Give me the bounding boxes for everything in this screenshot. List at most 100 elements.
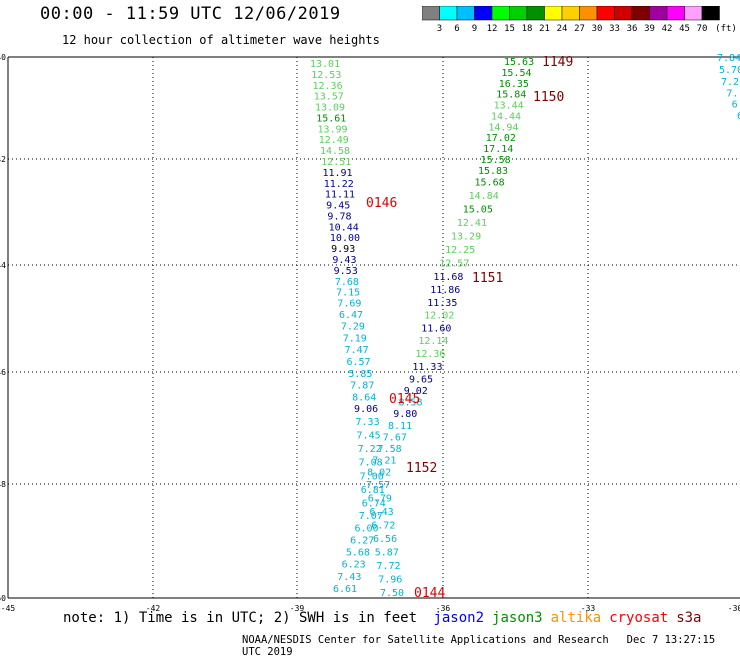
wave-height-value: 17.14: [483, 144, 513, 155]
satellite-legend-item: s3a: [676, 610, 702, 626]
longitude-label: -33: [581, 604, 596, 613]
wave-height-value: 5.85: [348, 369, 372, 380]
color-scale-label: 18: [522, 24, 533, 34]
wave-height-value: 15.58: [481, 155, 511, 166]
wave-height-value: 7.47: [345, 345, 369, 356]
legend-note: note: 1) Time is in UTC; 2) SWH is in fe…: [63, 610, 418, 626]
wave-height-value: 6.43: [370, 507, 394, 518]
color-scale-label: 70: [697, 24, 708, 34]
wave-height-value: 7.00: [360, 471, 384, 482]
wave-height-value: 9.93: [331, 244, 355, 255]
wave-height-value: 12.14: [418, 336, 448, 347]
wave-height-value: 9.65: [409, 374, 433, 385]
wave-height-value: 11.11: [325, 190, 355, 201]
color-scale-unit: (ft): [715, 24, 737, 34]
credit-org: NOAA/NESDIS Center for Satellite Applica…: [242, 634, 609, 646]
wave-height-value: 7.22: [358, 444, 382, 455]
wave-height-value: 9.78: [327, 211, 351, 222]
wave-height-value: 15.83: [478, 166, 508, 177]
wave-height-value: 12.36: [415, 349, 445, 360]
wave-height-value: 15.61: [316, 113, 346, 124]
wave-height-value: 11.68: [433, 272, 463, 283]
wave-height-value: 12.02: [424, 311, 454, 322]
wave-height-value: 12.41: [457, 218, 487, 229]
wave-height-value: 7.84: [717, 53, 740, 64]
wave-height-value: 6.47: [339, 310, 363, 321]
wave-height-value: 5.70: [719, 65, 740, 76]
wave-height-value: 14.58: [320, 146, 350, 157]
wave-height-value: 13.44: [494, 101, 524, 112]
color-scale-label: 3: [437, 24, 442, 34]
wave-height-value: 13.01: [310, 59, 340, 70]
wave-height-value: 7.67: [383, 432, 407, 443]
wave-height-value: 7.50: [380, 588, 404, 599]
wave-height-value: 5.68: [346, 548, 370, 559]
satellite-legend: jason2 jason3 altika cryosat s3a: [425, 610, 701, 626]
color-scale-label: 6: [454, 24, 459, 34]
wave-height-value: 6.56: [373, 534, 397, 545]
wave-height-value: 11.86: [430, 285, 460, 296]
wave-height-value: 12.53: [311, 70, 341, 81]
color-swatch: [701, 6, 720, 21]
longitude-label: -36: [436, 604, 451, 613]
wave-height-value: 12.36: [312, 81, 342, 92]
latitude-label: -50: [0, 594, 6, 603]
wave-height-value: 7.21: [372, 456, 396, 467]
wave-height-value: 11.22: [324, 179, 354, 190]
wave-height-value: 9.02: [404, 386, 428, 397]
wave-height-value: 6.79: [368, 494, 392, 505]
pass-time-label: 0145: [389, 392, 420, 407]
wave-height-value: 11.91: [322, 168, 352, 179]
wave-height-value: 12.49: [319, 135, 349, 146]
wave-height-value: 8.64: [352, 392, 376, 403]
map-title: 00:00 - 11:59 UTC 12/06/2019: [40, 4, 341, 24]
wave-height-value: 9.45: [326, 201, 350, 212]
wave-height-value: 7.57: [366, 480, 390, 491]
pass-time-label: 1150: [533, 90, 564, 105]
wave-height-value: 6.74: [362, 499, 386, 510]
wave-height-value: 7.19: [343, 333, 367, 344]
latitude-label: -40: [0, 53, 6, 62]
wave-height-value: 11.35: [427, 298, 457, 309]
wave-height-value: 7.69: [337, 299, 361, 310]
wave-height-value: 7.45: [357, 430, 381, 441]
wave-height-value: 6.61: [333, 584, 357, 595]
satellite-legend-item: jason3: [492, 610, 543, 626]
wave-height-value: 8.02: [367, 467, 391, 478]
latitude-label: -44: [0, 261, 6, 270]
wave-height-value: 6: [737, 111, 740, 122]
wave-height-value: 5.87: [375, 548, 399, 559]
wave-height-value: 6.27: [350, 535, 374, 546]
wave-height-value: 6.00: [354, 523, 378, 534]
wave-height-value: 13.09: [315, 103, 345, 114]
satellite-legend-item: jason2: [433, 610, 485, 626]
pass-time-label: 0146: [366, 196, 397, 211]
color-scale-label: 30: [592, 24, 603, 34]
wave-height-value: 14.84: [469, 191, 499, 202]
wave-height-value: 7.07: [359, 511, 383, 522]
color-scale-label: 36: [627, 24, 638, 34]
latitude-label: -42: [0, 155, 6, 164]
wave-height-value: 7.2: [721, 77, 739, 88]
wave-height-value: 6.23: [342, 560, 366, 571]
color-scale-bar: 3 6 9 12 15 18 21 24 27 30 33 36 39 42 45 70 (ft): [422, 6, 737, 34]
wave-height-value: 15.84: [496, 90, 526, 101]
wave-height-value: 8.58: [398, 398, 422, 409]
wave-height-value: 7.29: [341, 322, 365, 333]
wave-height-value: 13.29: [451, 232, 481, 243]
color-scale-label: 21: [539, 24, 550, 34]
wave-height-value: 7.58: [378, 444, 402, 455]
wave-height-value: 9.06: [354, 404, 378, 415]
pass-time-label: 1151: [472, 271, 503, 286]
wave-height-value: 9.80: [393, 409, 417, 420]
wave-height-value: 15.54: [501, 68, 531, 79]
wave-height-value: 13.99: [317, 124, 347, 135]
color-scale-label: 45: [679, 24, 690, 34]
pass-time-label: 1149: [542, 55, 573, 70]
wave-height-value: 16.35: [499, 79, 529, 90]
color-scale-label: 39: [644, 24, 655, 34]
wave-height-value: 7.68: [335, 277, 359, 288]
wave-height-value: 12.57: [439, 259, 469, 270]
wave-height-value: 15.68: [475, 177, 505, 188]
